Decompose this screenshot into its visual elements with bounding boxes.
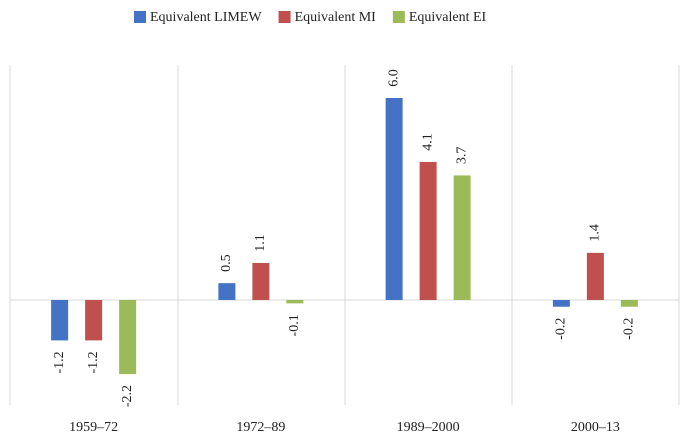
data-label: 1.4: [588, 224, 603, 242]
bar: [419, 161, 437, 300]
bar: [51, 300, 69, 341]
data-label: 0.5: [219, 254, 234, 272]
bar: [620, 300, 638, 307]
x-tick-label: 2000–13: [571, 420, 620, 435]
data-label: 1.1: [253, 234, 268, 252]
data-label: 4.1: [420, 133, 435, 151]
legend-swatch: [134, 11, 146, 23]
bar: [586, 252, 604, 300]
legend-label: Equivalent EI: [409, 10, 487, 25]
data-label: 3.7: [454, 147, 469, 165]
x-tick-label: 1972–89: [236, 420, 285, 435]
data-label: -0.1: [287, 314, 302, 336]
legend-label: Equivalent LIMEW: [150, 10, 262, 25]
data-label: -1.2: [86, 351, 101, 373]
x-tick-label: 1959–72: [69, 420, 118, 435]
legend-swatch: [278, 11, 291, 23]
x-tick-label: 1989–2000: [397, 420, 460, 435]
data-label: 6.0: [386, 69, 401, 87]
data-label: -2.2: [120, 385, 135, 407]
data-label: -0.2: [622, 318, 637, 340]
bar: [252, 262, 270, 300]
bar: [85, 300, 103, 341]
legend-label: Equivalent MI: [295, 10, 377, 25]
bar: [453, 175, 471, 300]
data-label: -0.2: [554, 318, 569, 340]
bar: [552, 300, 570, 307]
bar: [119, 300, 137, 375]
bar: [385, 98, 403, 300]
bar: [286, 300, 304, 304]
bar: [218, 283, 236, 300]
legend-swatch: [392, 11, 405, 23]
data-label: -1.2: [52, 351, 67, 373]
